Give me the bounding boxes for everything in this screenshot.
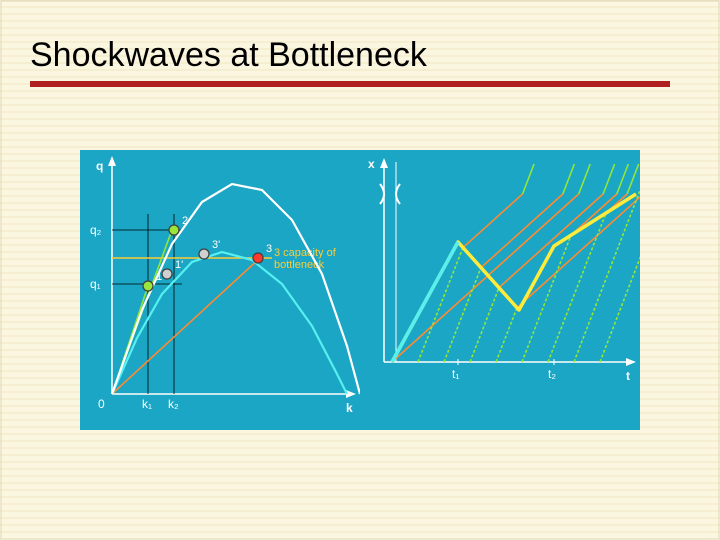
slide: Shockwaves at Bottleneck q k 0 q₂ q₁ k₁ k₂ 3 ca…: [0, 0, 720, 540]
slide-title: Shockwaves at Bottleneck: [30, 36, 427, 81]
state-point-label: 3': [212, 239, 220, 251]
state-point: [143, 281, 153, 291]
y-axis-label: q: [96, 159, 103, 173]
x-axis-label: k: [346, 401, 353, 415]
q-guide-label: q₂: [90, 223, 102, 237]
space-time-panel: x t t₁ t₂: [360, 150, 640, 430]
q-guide-label: q₁: [90, 277, 101, 291]
title-underline: [30, 81, 670, 87]
k-guide-label: k₁: [142, 397, 152, 411]
title-area: Shockwaves at Bottleneck: [30, 36, 670, 87]
k-guide-label: k₂: [168, 397, 179, 411]
figure: qk0q₂q₁k₁k₂3 capacity ofbottleneck121'3'…: [80, 150, 640, 430]
state-point-label: 1: [156, 271, 162, 283]
state-point: [169, 225, 179, 235]
state-point: [253, 253, 263, 263]
state-point-label: 1': [175, 259, 183, 271]
x-axis-label: t: [626, 369, 630, 383]
state-point: [162, 269, 172, 279]
capacity-label: 3 capacity of: [274, 247, 337, 259]
state-point-label: 3: [266, 243, 272, 255]
t-mark-label: t₁: [452, 367, 459, 381]
y-axis-label: x: [368, 157, 375, 171]
fundamental-diagram-panel: qk0q₂q₁k₁k₂3 capacity ofbottleneck121'3'…: [80, 150, 360, 430]
state-point-label: 2: [182, 215, 188, 227]
origin-label: 0: [98, 397, 105, 411]
state-point: [199, 249, 209, 259]
t-mark-label: t₂: [548, 367, 556, 381]
